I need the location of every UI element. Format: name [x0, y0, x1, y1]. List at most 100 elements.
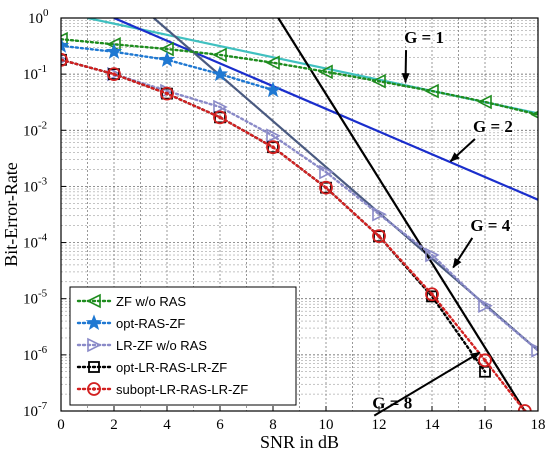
series-line [61, 38, 538, 116]
reference-line [113, 18, 538, 201]
x-axis-label: SNR in dB [260, 432, 339, 452]
y-tick-exponent: -7 [38, 400, 48, 412]
legend-label: subopt-LR-RAS-LR-ZF [116, 382, 248, 397]
reference-line [277, 18, 526, 411]
data-point [266, 128, 281, 144]
annotation-arrow [449, 138, 476, 163]
legend-entry: LR-ZF w/o RAS [76, 337, 207, 353]
series [61, 37, 282, 98]
x-tick-label: 4 [163, 417, 171, 433]
data-point [531, 343, 538, 358]
x-tick-label: 2 [110, 417, 118, 433]
data-point [161, 87, 173, 100]
legend-label: ZF w/o RAS [116, 294, 186, 309]
legend: ZF w/o RAS opt-RAS-ZF LR-ZF w/o RAS opt-LR-… [69, 286, 297, 406]
y-tick-exponent: 0 [43, 7, 49, 19]
data-point [61, 52, 68, 67]
data-point [158, 51, 176, 67]
data-point [320, 181, 332, 194]
data-point [211, 65, 229, 82]
y-tick-label: 10-7 [23, 400, 48, 420]
y-tick-base: 10 [23, 292, 38, 308]
y-tick-base: 10 [23, 67, 38, 83]
data-layer [61, 18, 538, 411]
series-line [61, 58, 526, 411]
data-point [108, 68, 120, 81]
y-tick-exponent: -6 [38, 344, 48, 356]
legend-label: LR-ZF w/o RAS [116, 338, 207, 353]
x-tick-label: 10 [319, 417, 334, 433]
data-point-center [430, 292, 434, 297]
data-point [371, 73, 386, 89]
annotation-arrow [401, 50, 410, 84]
data-point [107, 67, 121, 82]
data-point [319, 180, 333, 195]
x-tick-label: 12 [372, 417, 387, 433]
series [61, 31, 538, 119]
data-point-center [92, 387, 96, 391]
annotation-label: G = 4 [470, 216, 510, 235]
y-tick-exponent: -4 [38, 232, 48, 244]
y-tick-label: 10-4 [23, 232, 48, 252]
data-point-center [112, 72, 116, 76]
y-tick-base: 10 [23, 404, 38, 420]
data-point [478, 298, 493, 314]
y-tick-base: 10 [23, 123, 38, 139]
y-tick-label: 10-6 [23, 344, 48, 364]
data-point-center [324, 185, 328, 190]
data-point [319, 164, 334, 180]
data-point [212, 47, 227, 63]
y-axis-label: Bit-Error-Rate [1, 162, 21, 267]
y-tick-label: 10-1 [23, 63, 47, 83]
data-point [87, 382, 101, 396]
data-point [425, 247, 440, 263]
y-tick-label: 10-5 [23, 288, 48, 308]
data-point [61, 53, 67, 66]
annotations: G = 1G = 2G = 4G = 8 [370, 26, 515, 417]
data-point [214, 111, 226, 124]
data-point [266, 140, 280, 155]
y-tick-exponent: -5 [38, 288, 48, 300]
data-point-center [483, 358, 487, 363]
data-point [372, 229, 386, 244]
legend-entry: opt-RAS-ZF [76, 314, 185, 331]
annotation-label: G = 2 [473, 117, 513, 136]
y-tick-base: 10 [23, 179, 38, 195]
x-tick-label: 14 [425, 417, 441, 433]
data-point [318, 64, 333, 80]
data-point-center [377, 234, 381, 238]
data-point [425, 287, 439, 302]
data-point [517, 404, 532, 411]
y-tick-label: 10-3 [23, 175, 48, 195]
data-point [213, 99, 228, 115]
data-point [265, 55, 280, 70]
annotation-label: G = 1 [404, 28, 444, 47]
x-axis: 0 2 4 6 8 10 12 14 16 18 [57, 406, 546, 433]
y-tick-exponent: -3 [38, 175, 48, 187]
y-tick-base: 10 [28, 11, 43, 27]
x-tick-label: 16 [478, 417, 494, 433]
legend-label: opt-LR-RAS-LR-ZF [116, 360, 227, 375]
y-tick-label: 10-2 [23, 119, 47, 139]
x-tick-label: 18 [531, 417, 546, 433]
y-tick-exponent: -2 [38, 119, 47, 131]
x-tick-label: 6 [216, 417, 224, 433]
data-point [88, 361, 100, 373]
data-point [372, 206, 387, 222]
y-tick-label: 100 [28, 7, 49, 27]
data-point [373, 230, 385, 243]
data-point [105, 43, 123, 59]
legend-entry: subopt-LR-RAS-LR-ZF [76, 382, 248, 397]
x-tick-label: 8 [269, 417, 277, 433]
data-point [160, 86, 174, 101]
data-point [87, 337, 102, 353]
data-point [85, 314, 103, 331]
axes-frame [60, 17, 539, 412]
data-point-center [218, 115, 222, 120]
y-tick-base: 10 [23, 348, 38, 364]
data-point [213, 110, 227, 125]
legend-entry: opt-LR-RAS-LR-ZF [76, 360, 227, 375]
series-line [61, 58, 538, 352]
data-point [424, 83, 439, 99]
